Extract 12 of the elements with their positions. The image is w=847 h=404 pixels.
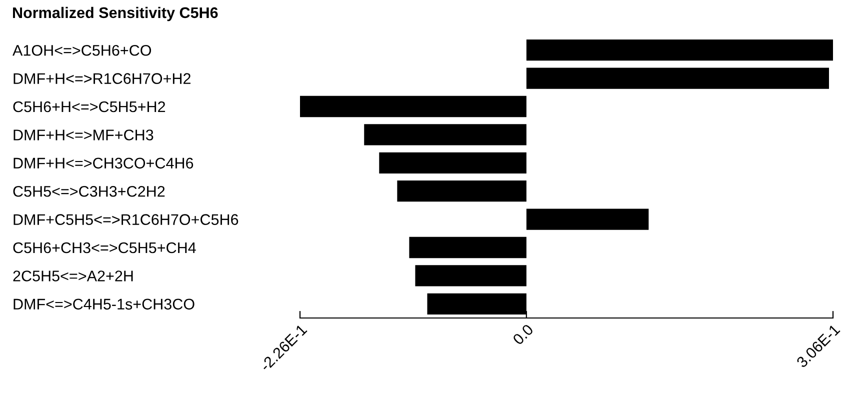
y-tick-label: C5H5<=>C3H3+C2H2 — [13, 186, 165, 197]
y-tick-label: C5H6+H<=>C5H5+H2 — [13, 101, 166, 112]
y-tick-label: DMF+H<=>MF+CH3 — [14, 130, 154, 140]
y-tick-label: 2C5H5<=>A2+2H — [13, 270, 133, 282]
x-tick-label: 0.0 — [512, 324, 534, 346]
y-tick-label: DMF+H<=>CH3CO+C4H6 — [14, 158, 194, 169]
y-tick-label: DMF<=>C4H5-1s+CH3CO — [14, 298, 194, 310]
y-tick-label: C5H6+CH3<=>C5H5+CH4 — [13, 242, 196, 254]
text: Normalized Sensitivity C5H6 — [13, 6, 218, 22]
y-tick-label: A1OH<=>C5H6+CO — [12, 44, 152, 56]
y-tick-label: DMF+C5H5<=>R1C6H7O+C5H6 — [14, 214, 238, 225]
y-tick-label: DMF+H<=>R1C6H7O+H2 — [14, 73, 190, 84]
